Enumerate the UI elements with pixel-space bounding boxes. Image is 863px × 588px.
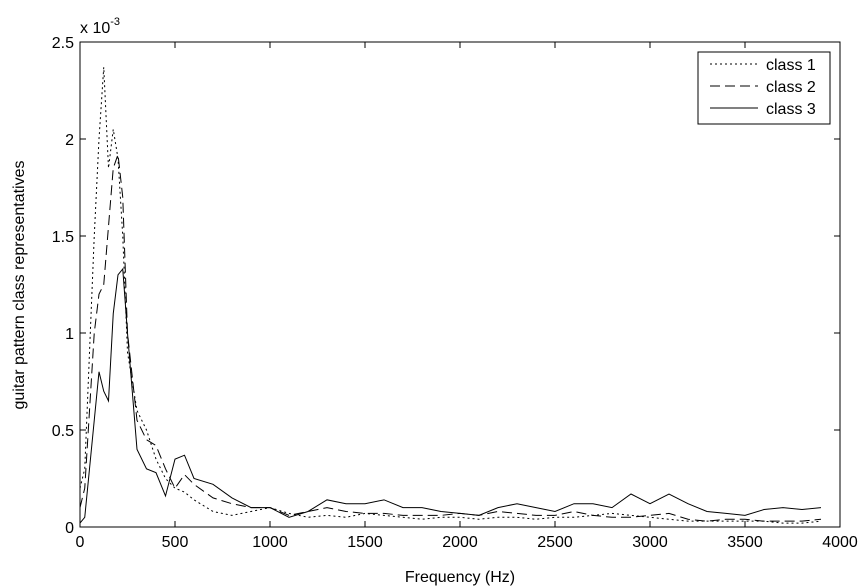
y-tick-label: 2.5 [52,35,74,52]
y-axis-label: guitar pattern class representatives [11,160,28,409]
x-tick-label: 0 [76,534,85,551]
y-tick-label: 2 [65,132,74,149]
y-scale-base: x 10 [80,20,110,37]
y-tick-label: 1 [65,326,74,343]
line-series [79,67,822,524]
x-tick-label: 2000 [442,534,478,551]
x-tick-label: 500 [162,534,189,551]
x-tick-label: 1500 [347,534,383,551]
x-tick-label: 4000 [822,534,858,551]
line-series [79,267,822,524]
legend-label: class 1 [766,57,816,74]
x-tick-label: 3500 [727,534,763,551]
x-tick-label: 2500 [537,534,573,551]
x-tick-label: 1000 [252,534,288,551]
y-scale-exponent: -3 [110,16,120,28]
x-tick-label: 3000 [632,534,668,551]
x-axis-label: Frequency (Hz) [405,569,515,586]
line-series [79,154,822,522]
y-tick-label: 1.5 [52,229,74,246]
y-scale-label: x 10-3 [80,16,120,37]
legend-label: class 3 [766,101,816,118]
y-tick-label: 0 [65,520,74,537]
legend-label: class 2 [766,79,816,96]
y-tick-label: 0.5 [52,423,74,440]
